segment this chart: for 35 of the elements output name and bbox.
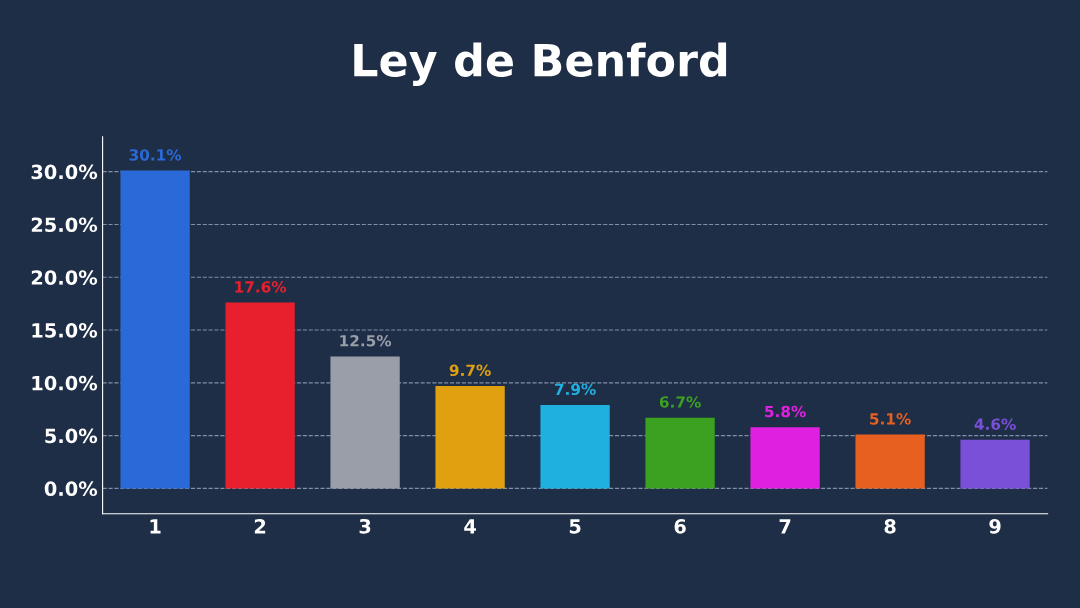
- x-tick-label: 6: [674, 518, 686, 534]
- x-tick-label: 9: [989, 518, 1001, 534]
- x-tick-label: 4: [464, 519, 476, 534]
- x-tick-label: 8: [884, 518, 896, 534]
- y-tick-label: 20.0%: [31, 270, 98, 285]
- bar: [645, 417, 715, 489]
- x-tick-label: 7: [779, 519, 791, 534]
- data-label: 30.1%: [129, 149, 182, 161]
- x-tick-label: 2: [254, 518, 266, 534]
- y-tick-label: 15.0%: [32, 322, 98, 338]
- y-tick-label: 0.0%: [44, 481, 98, 497]
- y-tick-label: 25.0%: [31, 217, 98, 233]
- bar: [120, 170, 190, 489]
- bar: [750, 427, 820, 489]
- bar: [330, 356, 400, 489]
- data-label: 7.9%: [554, 383, 596, 396]
- y-tick-label: 30.0%: [31, 164, 98, 180]
- x-tick-label: 1: [150, 519, 161, 534]
- data-label: 5.8%: [765, 405, 806, 418]
- data-label: 5.1%: [870, 413, 911, 425]
- y-tick-label: 5.0%: [45, 428, 98, 444]
- data-label: 17.6%: [235, 281, 287, 293]
- bar: [960, 439, 1030, 489]
- data-label: 6.7%: [659, 396, 701, 408]
- bar: [435, 385, 505, 489]
- x-tick-label: 5: [569, 519, 581, 534]
- data-label: 4.6%: [974, 418, 1016, 430]
- bar: [540, 405, 610, 489]
- data-label: 9.7%: [449, 364, 491, 377]
- x-tick-label: 3: [359, 518, 371, 534]
- chart-title: Ley de Benford: [354, 42, 727, 86]
- data-label: 12.5%: [340, 334, 392, 347]
- bar: [855, 434, 925, 489]
- bar: [225, 302, 295, 489]
- y-tick-label: 10.0%: [32, 375, 98, 391]
